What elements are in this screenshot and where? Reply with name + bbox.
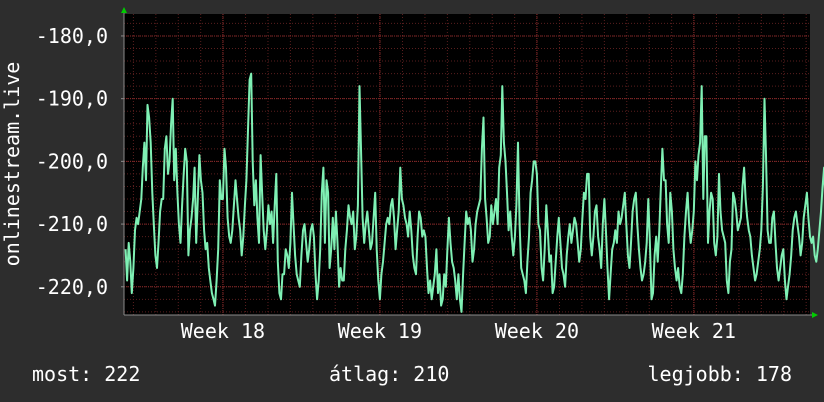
x-tick-label: Week 18 (181, 319, 265, 343)
y-axis-arrow-icon (121, 7, 127, 13)
x-tick-label: Week 20 (495, 319, 579, 343)
y-tick-label: -180,0 (36, 24, 108, 48)
y-tick-label: -190,0 (36, 87, 108, 111)
y-axis-title-text: onlinestream.live (0, 61, 24, 267)
x-tick-label: Week 19 (338, 319, 422, 343)
grid (124, 14, 810, 315)
series-line (124, 72, 824, 313)
y-tick-label: -200,0 (36, 149, 108, 173)
y-tick-label: -220,0 (36, 275, 108, 299)
stat-current: most: 222 (32, 362, 141, 386)
x-tick-label: Week 21 (652, 319, 736, 343)
y-tick-label: -210,0 (36, 212, 108, 236)
y-axis-title: onlinestream.live (0, 0, 24, 320)
x-axis: Week 18 Week 19 Week 20 Week 21 (181, 319, 736, 343)
stat-max: legjobb: 178 (647, 362, 793, 386)
x-axis-arrow-icon (812, 312, 818, 318)
stat-average: átlag: 210 (329, 362, 450, 386)
y-axis: -180,0 -190,0 -200,0 -210,0 -220,0 (36, 24, 124, 299)
